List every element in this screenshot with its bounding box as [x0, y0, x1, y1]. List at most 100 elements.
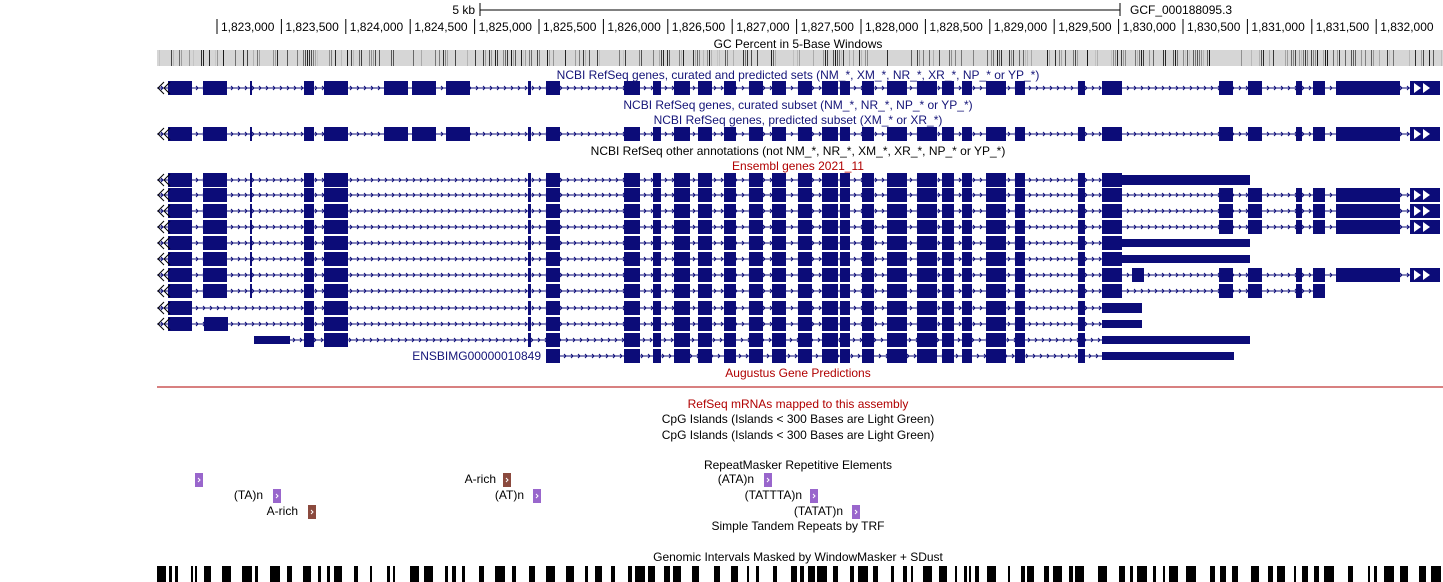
exon [986, 188, 1006, 202]
strand-arrow [615, 321, 619, 327]
strand-arrow [762, 321, 766, 327]
right-clip-icon [1414, 190, 1421, 200]
strand-arrow [745, 353, 749, 359]
strand-arrow [1062, 337, 1066, 343]
strand-arrow [237, 321, 241, 327]
gc-window [717, 50, 718, 66]
strand-arrow [906, 353, 910, 359]
strand-arrow [524, 208, 528, 214]
strand-arrow [1091, 256, 1095, 262]
strand-arrow [481, 337, 485, 343]
strand-arrow [209, 305, 213, 311]
strand-arrow [593, 337, 597, 343]
exon [917, 268, 937, 282]
strand-arrow [517, 321, 521, 327]
exon [822, 268, 838, 282]
strand-arrow [1035, 288, 1039, 294]
exon [324, 333, 348, 347]
track-label-refseq-curated[interactable]: NCBI RefSeq genes, curated subset (NM_*,… [623, 98, 973, 112]
strand-arrow [356, 240, 360, 246]
strand-arrow [1126, 224, 1130, 230]
strand-arrow [1063, 177, 1067, 183]
right-clip-icon [1423, 190, 1430, 200]
strand-arrow [972, 224, 976, 230]
ensembl-gene-id-label[interactable]: ENSBIMG00000010849 [412, 349, 541, 363]
strand-arrow [1060, 353, 1064, 359]
left-clip-icon [163, 81, 171, 95]
exon [168, 284, 192, 298]
strand-arrow [538, 272, 542, 278]
gc-window [1009, 50, 1010, 66]
gc-window [513, 50, 514, 66]
strand-arrow [972, 256, 976, 262]
strand-arrow [790, 177, 794, 183]
strand-arrow [314, 85, 318, 91]
track-label-windowmasker[interactable]: Genomic Intervals Masked by WindowMasker… [653, 550, 943, 564]
track-label-trf[interactable]: Simple Tandem Repeats by TRF [711, 519, 885, 533]
strand-arrow [391, 177, 395, 183]
strand-arrow [384, 224, 388, 230]
strand-arrow [972, 272, 976, 278]
exon [698, 268, 712, 282]
gc-window [861, 50, 862, 66]
exon [1296, 127, 1302, 141]
strand-arrow [356, 85, 360, 91]
strand-arrow [398, 208, 402, 214]
gc-window [1339, 50, 1340, 66]
strand-arrow [468, 208, 472, 214]
strand-arrow [475, 256, 479, 262]
track-label-cpg-1[interactable]: CpG Islands (Islands < 300 Bases are Lig… [661, 412, 935, 426]
strand-arrow [853, 85, 857, 91]
track-label-cpg-2[interactable]: CpG Islands (Islands < 300 Bases are Lig… [661, 428, 935, 442]
exon [822, 236, 838, 250]
gc-window [359, 50, 360, 66]
masked-interval [664, 566, 670, 582]
strand-arrow [573, 321, 577, 327]
track-label-gc-percent[interactable]: GC Percent in 5-Base Windows [713, 37, 883, 51]
exon [798, 204, 812, 218]
track-label-ensembl[interactable]: Ensembl genes 2021_11 [732, 159, 864, 173]
exon [546, 81, 560, 95]
exon [1078, 349, 1085, 363]
track-label-refseq-other[interactable]: NCBI RefSeq other annotations (not NM_*,… [590, 144, 1006, 158]
gc-window [235, 50, 236, 66]
strand-arrow [384, 321, 388, 327]
strand-arrow [692, 305, 696, 311]
exon [798, 301, 812, 315]
strand-arrow [160, 305, 164, 311]
strand-arrow [1175, 208, 1179, 214]
track-label-augustus[interactable]: Augustus Gene Predictions [725, 366, 871, 380]
gc-window [1149, 50, 1150, 66]
strand-arrow [454, 321, 458, 327]
exon [772, 173, 786, 187]
strand-arrow [1034, 337, 1038, 343]
track-label-repeatmasker[interactable]: RepeatMasker Repetitive Elements [703, 458, 893, 472]
gc-window [259, 50, 260, 66]
strand-arrow [615, 224, 619, 230]
strand-arrow [251, 85, 255, 91]
strand-arrow [496, 177, 500, 183]
gc-window [923, 50, 924, 66]
strand-arrow [1063, 240, 1067, 246]
gc-window [1135, 50, 1136, 66]
repeat-label: (TATAT)n [793, 504, 843, 518]
masked-interval [334, 566, 342, 582]
track-label-refseq-all[interactable]: NCBI RefSeq genes, curated and predicted… [556, 68, 1040, 82]
strand-arrow [972, 305, 976, 311]
exon [862, 188, 874, 202]
gc-window [445, 50, 446, 66]
track-label-refseq-mrna[interactable]: RefSeq mRNAs mapped to this assembly [687, 397, 909, 411]
gene-model [157, 236, 1250, 250]
exon [1015, 127, 1025, 141]
exon [887, 317, 907, 331]
exon [546, 236, 560, 250]
exon [1078, 301, 1085, 315]
track-label-refseq-predicted[interactable]: NCBI RefSeq genes, predicted subset (XM_… [653, 113, 943, 127]
strand-arrow [272, 305, 276, 311]
exon [250, 236, 252, 250]
strand-arrow [440, 288, 444, 294]
exon [942, 333, 954, 347]
strand-arrow [433, 192, 437, 198]
